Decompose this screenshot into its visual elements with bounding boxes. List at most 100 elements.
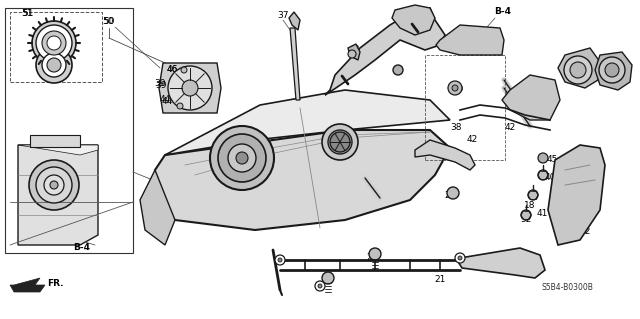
- Circle shape: [36, 25, 72, 61]
- Text: 29: 29: [346, 207, 358, 217]
- Polygon shape: [502, 75, 560, 120]
- Text: 27: 27: [384, 164, 396, 173]
- Circle shape: [452, 85, 458, 91]
- Bar: [30, 135, 80, 147]
- Circle shape: [318, 284, 322, 288]
- Circle shape: [168, 66, 212, 110]
- Polygon shape: [595, 52, 632, 90]
- Bar: [10, 12, 102, 82]
- Text: 36: 36: [404, 18, 416, 26]
- Circle shape: [42, 53, 66, 77]
- Circle shape: [181, 67, 187, 73]
- Circle shape: [328, 130, 352, 154]
- Circle shape: [29, 160, 79, 210]
- Text: FR.: FR.: [47, 278, 63, 287]
- Polygon shape: [290, 28, 300, 100]
- Text: 52: 52: [520, 216, 532, 225]
- Text: 41: 41: [536, 209, 548, 218]
- Circle shape: [47, 36, 61, 50]
- Polygon shape: [348, 44, 360, 60]
- Circle shape: [218, 134, 266, 182]
- Text: 46: 46: [166, 65, 178, 75]
- Polygon shape: [457, 248, 545, 278]
- Circle shape: [448, 81, 462, 95]
- Text: B-4: B-4: [253, 108, 271, 117]
- Text: 33: 33: [607, 56, 619, 64]
- Circle shape: [32, 21, 76, 65]
- Bar: [5, 8, 133, 253]
- Polygon shape: [165, 90, 450, 155]
- Circle shape: [236, 152, 248, 164]
- Polygon shape: [325, 8, 445, 95]
- Text: 43: 43: [280, 123, 292, 132]
- Polygon shape: [415, 140, 475, 170]
- Text: 47: 47: [392, 68, 404, 77]
- Circle shape: [538, 170, 548, 180]
- Circle shape: [538, 153, 548, 163]
- Polygon shape: [436, 25, 504, 55]
- Polygon shape: [18, 145, 98, 155]
- Text: 19: 19: [308, 158, 320, 167]
- Text: 38: 38: [451, 123, 461, 132]
- Text: 50: 50: [103, 18, 115, 26]
- Text: 42: 42: [504, 123, 516, 132]
- Circle shape: [47, 58, 61, 72]
- Text: 44: 44: [159, 95, 171, 105]
- Text: S5B4-B0300B: S5B4-B0300B: [541, 284, 593, 293]
- Text: 31: 31: [579, 56, 589, 64]
- Polygon shape: [392, 5, 435, 35]
- Circle shape: [570, 62, 586, 78]
- Circle shape: [521, 210, 531, 220]
- Text: 34: 34: [272, 117, 284, 127]
- Polygon shape: [140, 170, 175, 245]
- Circle shape: [447, 187, 459, 199]
- Polygon shape: [558, 48, 600, 88]
- Circle shape: [458, 256, 462, 260]
- Polygon shape: [289, 12, 300, 30]
- Bar: [425, 55, 505, 160]
- Circle shape: [228, 144, 256, 172]
- Text: 39: 39: [154, 78, 166, 87]
- Circle shape: [36, 47, 72, 83]
- Polygon shape: [159, 63, 221, 113]
- Circle shape: [369, 248, 381, 260]
- Text: B-4: B-4: [495, 8, 511, 17]
- Text: 21: 21: [435, 276, 445, 285]
- Text: 39: 39: [156, 80, 167, 90]
- Circle shape: [322, 124, 358, 160]
- Text: 44: 44: [161, 98, 173, 107]
- Text: 49: 49: [452, 85, 464, 94]
- Circle shape: [275, 255, 285, 265]
- Circle shape: [278, 258, 282, 262]
- Circle shape: [334, 136, 346, 148]
- Circle shape: [36, 167, 72, 203]
- Text: 42: 42: [467, 136, 477, 145]
- Circle shape: [50, 181, 58, 189]
- Text: 51: 51: [22, 9, 34, 18]
- Text: 45: 45: [547, 155, 557, 165]
- Circle shape: [605, 63, 619, 77]
- Circle shape: [599, 57, 625, 83]
- Circle shape: [315, 281, 325, 291]
- Circle shape: [44, 175, 64, 195]
- Polygon shape: [548, 145, 605, 245]
- Circle shape: [322, 272, 334, 284]
- Text: 23: 23: [366, 254, 378, 263]
- Text: 18: 18: [524, 202, 536, 211]
- Text: 40: 40: [544, 174, 556, 182]
- Text: 48: 48: [348, 46, 360, 55]
- Text: 50: 50: [102, 18, 114, 26]
- Circle shape: [177, 103, 183, 109]
- Circle shape: [393, 65, 403, 75]
- Text: B-4: B-4: [74, 243, 90, 253]
- Circle shape: [42, 31, 66, 55]
- Text: 51: 51: [21, 9, 33, 18]
- Circle shape: [348, 50, 356, 58]
- Circle shape: [528, 190, 538, 200]
- Circle shape: [455, 253, 465, 263]
- Circle shape: [564, 56, 592, 84]
- Text: 46: 46: [166, 65, 178, 75]
- Text: 37: 37: [277, 11, 289, 19]
- Polygon shape: [18, 145, 98, 245]
- Text: 43: 43: [227, 123, 239, 132]
